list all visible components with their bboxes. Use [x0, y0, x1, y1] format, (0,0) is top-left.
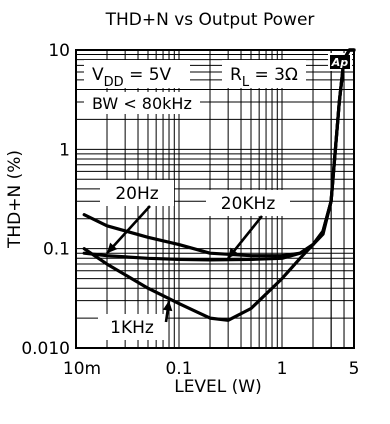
annotation-label: 20Hz	[115, 184, 158, 204]
label-background	[84, 60, 190, 88]
annotation-label: 20KHz	[221, 194, 276, 214]
x-tick-label: 0.1	[165, 359, 192, 379]
annotation-box	[98, 314, 166, 340]
annotation-box	[100, 180, 174, 206]
vdd-label: VDD = 5V	[92, 65, 172, 90]
x-tick-label: 10m	[63, 359, 101, 379]
y-tick-label: 1	[59, 140, 70, 160]
annotation-arrow	[106, 205, 151, 255]
bw-label: BW < 80kHz	[92, 94, 192, 113]
x-axis-label: LEVEL (W)	[174, 377, 262, 397]
annotation-label: 1KHz	[110, 318, 154, 338]
chart-title: THD+N vs Output Power	[105, 10, 315, 30]
y-tick-labels: 0.010 0.1 1 10	[21, 41, 70, 359]
y-tick-label: 10	[48, 41, 70, 61]
rl-label: RL = 3Ω	[230, 65, 298, 90]
y-tick-label: 0.010	[21, 339, 70, 359]
series-1khz-line	[82, 48, 356, 322]
annotation-arrowhead	[162, 300, 173, 312]
y-tick-label: 0.1	[43, 240, 70, 260]
annotation-arrowhead	[107, 242, 118, 254]
ap-logo: Ap	[330, 55, 350, 69]
annotations: 20Hz 20KHz 1KHz	[98, 180, 290, 340]
x-tick-label: 5	[349, 359, 360, 379]
plot-frame	[75, 49, 355, 349]
svg-text:Ap: Ap	[331, 56, 349, 69]
x-tick-labels: 10m 0.1 1 5	[63, 359, 360, 379]
annotation-box	[206, 190, 290, 216]
label-background	[84, 92, 200, 114]
label-background	[222, 60, 306, 88]
y-axis-label: THD+N (%)	[5, 150, 25, 249]
annotation-arrowhead	[228, 247, 239, 259]
curves	[82, 48, 356, 322]
x-tick-label: 1	[277, 359, 288, 379]
